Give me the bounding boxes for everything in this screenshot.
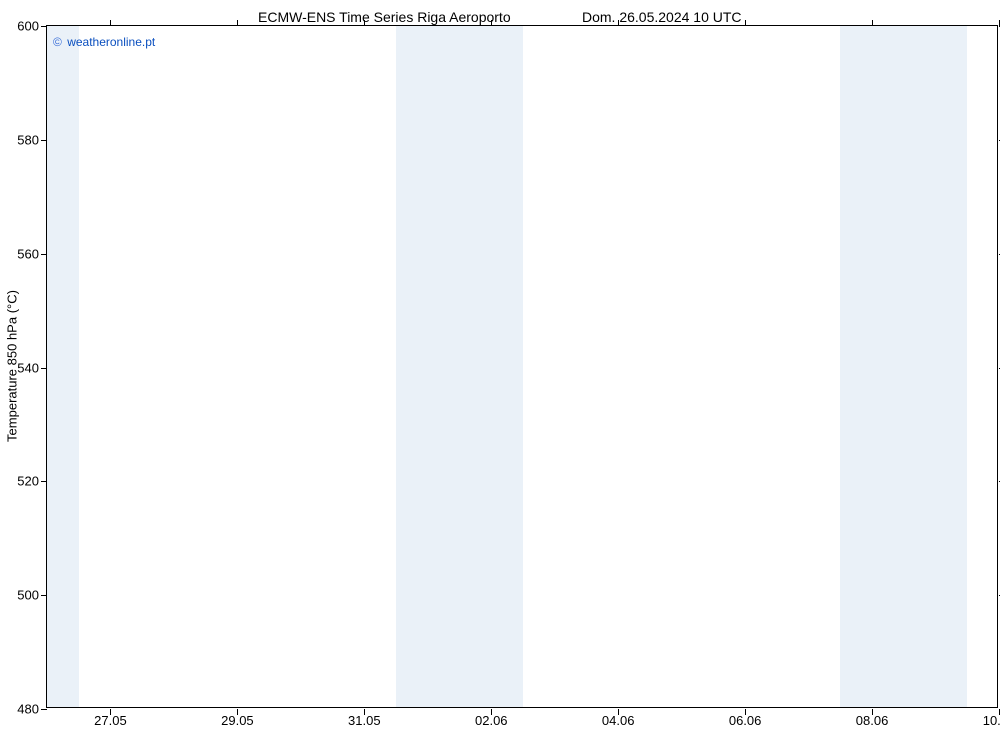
x-tick-mark bbox=[872, 20, 873, 26]
x-tick-label: 02.06 bbox=[475, 713, 508, 728]
chart-title-left: ECMW-ENS Time Series Riga Aeroporto bbox=[258, 9, 511, 25]
x-tick-mark bbox=[491, 709, 492, 715]
x-tick-label: 10.06 bbox=[983, 713, 1000, 728]
y-tick-label: 600 bbox=[17, 19, 39, 34]
x-tick-label: 04.06 bbox=[602, 713, 635, 728]
y-tick-label: 560 bbox=[17, 246, 39, 261]
x-tick-mark bbox=[364, 20, 365, 26]
y-tick-mark bbox=[41, 26, 47, 27]
x-tick-mark bbox=[110, 20, 111, 26]
x-tick-label: 08.06 bbox=[856, 713, 889, 728]
chart-title-right: Dom. 26.05.2024 10 UTC bbox=[582, 9, 742, 25]
y-tick-mark bbox=[41, 140, 47, 141]
x-tick-mark bbox=[872, 709, 873, 715]
weekend-band bbox=[840, 26, 967, 707]
y-tick-mark bbox=[41, 254, 47, 255]
x-tick-label: 06.06 bbox=[729, 713, 762, 728]
y-tick-mark bbox=[41, 709, 47, 710]
x-tick-label: 31.05 bbox=[348, 713, 381, 728]
x-tick-mark bbox=[237, 20, 238, 26]
y-tick-mark bbox=[41, 595, 47, 596]
x-tick-mark bbox=[618, 20, 619, 26]
y-tick-label: 500 bbox=[17, 588, 39, 603]
x-tick-mark bbox=[110, 709, 111, 715]
y-tick-label: 480 bbox=[17, 702, 39, 717]
x-tick-mark bbox=[618, 709, 619, 715]
y-tick-mark bbox=[41, 368, 47, 369]
y-tick-mark bbox=[41, 481, 47, 482]
y-axis-label: Temperature 850 hPa (°C) bbox=[5, 290, 20, 442]
x-tick-mark bbox=[237, 709, 238, 715]
weekend-band bbox=[47, 26, 79, 707]
x-tick-mark bbox=[491, 20, 492, 26]
watermark-text: weatheronline.pt bbox=[67, 35, 155, 49]
x-tick-mark bbox=[745, 709, 746, 715]
watermark: © weatheronline.pt bbox=[53, 35, 155, 49]
x-tick-label: 27.05 bbox=[94, 713, 127, 728]
x-tick-label: 29.05 bbox=[221, 713, 254, 728]
x-tick-mark bbox=[364, 709, 365, 715]
y-tick-label: 540 bbox=[17, 360, 39, 375]
y-tick-label: 580 bbox=[17, 132, 39, 147]
weekend-band bbox=[396, 26, 523, 707]
chart-container: ECMW-ENS Time Series Riga Aeroporto Dom.… bbox=[0, 0, 1000, 733]
copyright-icon: © bbox=[53, 35, 62, 49]
y-tick-label: 520 bbox=[17, 474, 39, 489]
plot-area: © weatheronline.pt 480500520540560580600… bbox=[46, 25, 998, 708]
x-tick-mark bbox=[745, 20, 746, 26]
